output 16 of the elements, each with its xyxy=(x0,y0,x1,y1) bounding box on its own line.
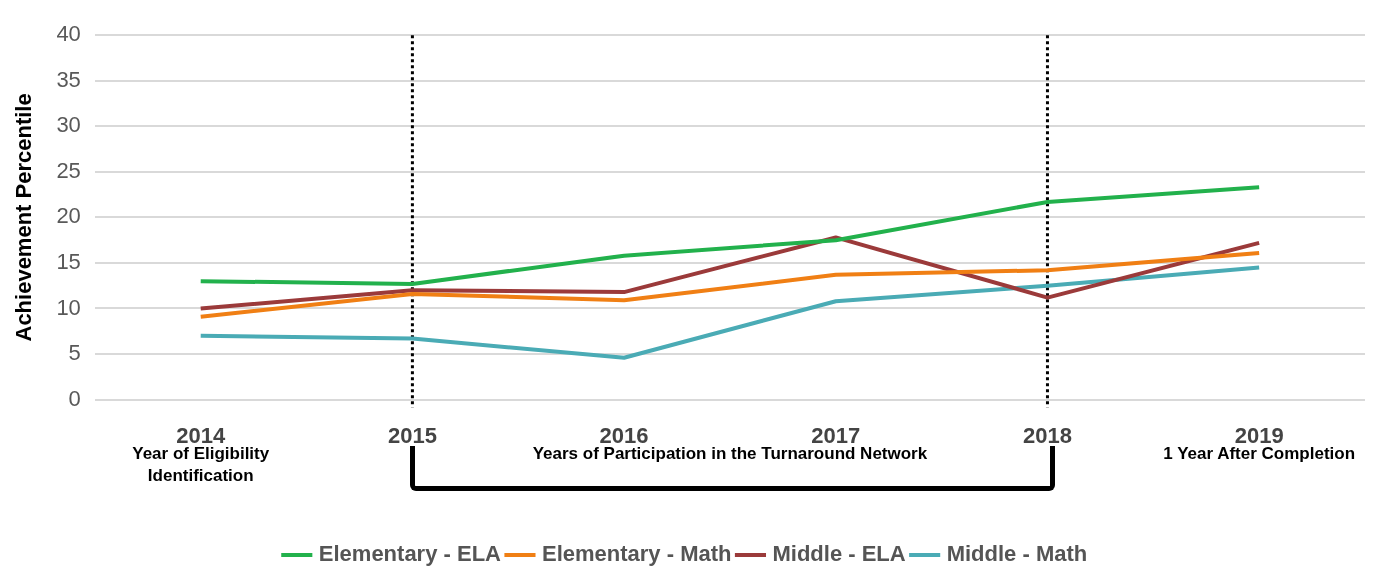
x-tick-label: 2015 xyxy=(387,422,437,448)
y-tick-label: 30 xyxy=(56,112,81,138)
legend-label: Middle - ELA xyxy=(772,541,906,567)
y-tick-label: 40 xyxy=(56,21,81,47)
y-tick-label: 5 xyxy=(68,340,81,366)
y-tick-label: 20 xyxy=(56,203,81,229)
x-tick-label: 2018 xyxy=(1022,422,1072,448)
legend-label: Elementary - Math xyxy=(541,541,732,567)
legend-label: Middle - Math xyxy=(946,541,1088,567)
y-tick-label: 25 xyxy=(56,157,81,183)
y-tick-label: 35 xyxy=(56,66,81,92)
y-tick-label: 10 xyxy=(56,294,81,320)
legend-label: Elementary - ELA xyxy=(318,541,502,567)
y-tick-label: 15 xyxy=(56,249,81,275)
y-axis-title: Achievement Percentile xyxy=(11,93,37,342)
y-tick-label: 0 xyxy=(68,385,81,411)
